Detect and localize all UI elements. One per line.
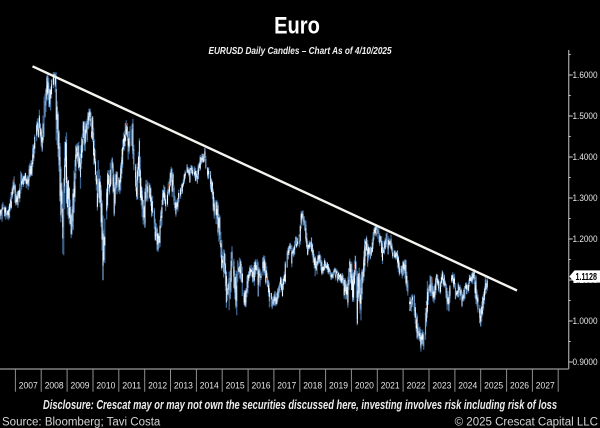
svg-text:2010: 2010 <box>96 380 115 390</box>
svg-text:2014: 2014 <box>200 380 219 390</box>
svg-text:Disclosure: Crescat may or may: Disclosure: Crescat may or may not own t… <box>43 397 557 412</box>
svg-text:2015: 2015 <box>226 380 245 390</box>
svg-text:1.3000: 1.3000 <box>573 193 598 204</box>
svg-text:2019: 2019 <box>329 380 348 390</box>
svg-text:2021: 2021 <box>381 380 400 390</box>
svg-text:Euro: Euro <box>274 12 320 39</box>
svg-text:2020: 2020 <box>355 380 374 390</box>
svg-text:2024: 2024 <box>458 380 477 390</box>
svg-text:2027: 2027 <box>536 380 555 390</box>
svg-text:0.9000: 0.9000 <box>573 357 598 368</box>
svg-text:2025: 2025 <box>484 380 503 390</box>
svg-text:© 2025 Crescat Capital LLC: © 2025 Crescat Capital LLC <box>455 417 598 428</box>
svg-text:2017: 2017 <box>277 380 296 390</box>
svg-text:2008: 2008 <box>45 380 64 390</box>
svg-text:1.0000: 1.0000 <box>573 316 598 327</box>
svg-text:2023: 2023 <box>432 380 451 390</box>
svg-text:1.4000: 1.4000 <box>573 152 598 163</box>
svg-text:1.2000: 1.2000 <box>573 234 598 245</box>
svg-text:1.1128: 1.1128 <box>576 272 598 283</box>
svg-text:2022: 2022 <box>407 380 426 390</box>
svg-text:2011: 2011 <box>122 380 141 390</box>
svg-text:1.6000: 1.6000 <box>573 70 598 81</box>
svg-text:2007: 2007 <box>19 380 38 390</box>
svg-text:2026: 2026 <box>510 380 529 390</box>
svg-text:Source: Bloomberg; Tavi Costa: Source: Bloomberg; Tavi Costa <box>2 417 161 428</box>
svg-text:2012: 2012 <box>148 380 167 390</box>
svg-text:2016: 2016 <box>252 380 271 390</box>
svg-text:2018: 2018 <box>303 380 322 390</box>
svg-text:2013: 2013 <box>174 380 193 390</box>
svg-text:2009: 2009 <box>71 380 90 390</box>
svg-text:EURUSD Daily Candles – Chart A: EURUSD Daily Candles – Chart As of 4/10/… <box>208 45 392 56</box>
svg-text:1.5000: 1.5000 <box>573 111 598 122</box>
